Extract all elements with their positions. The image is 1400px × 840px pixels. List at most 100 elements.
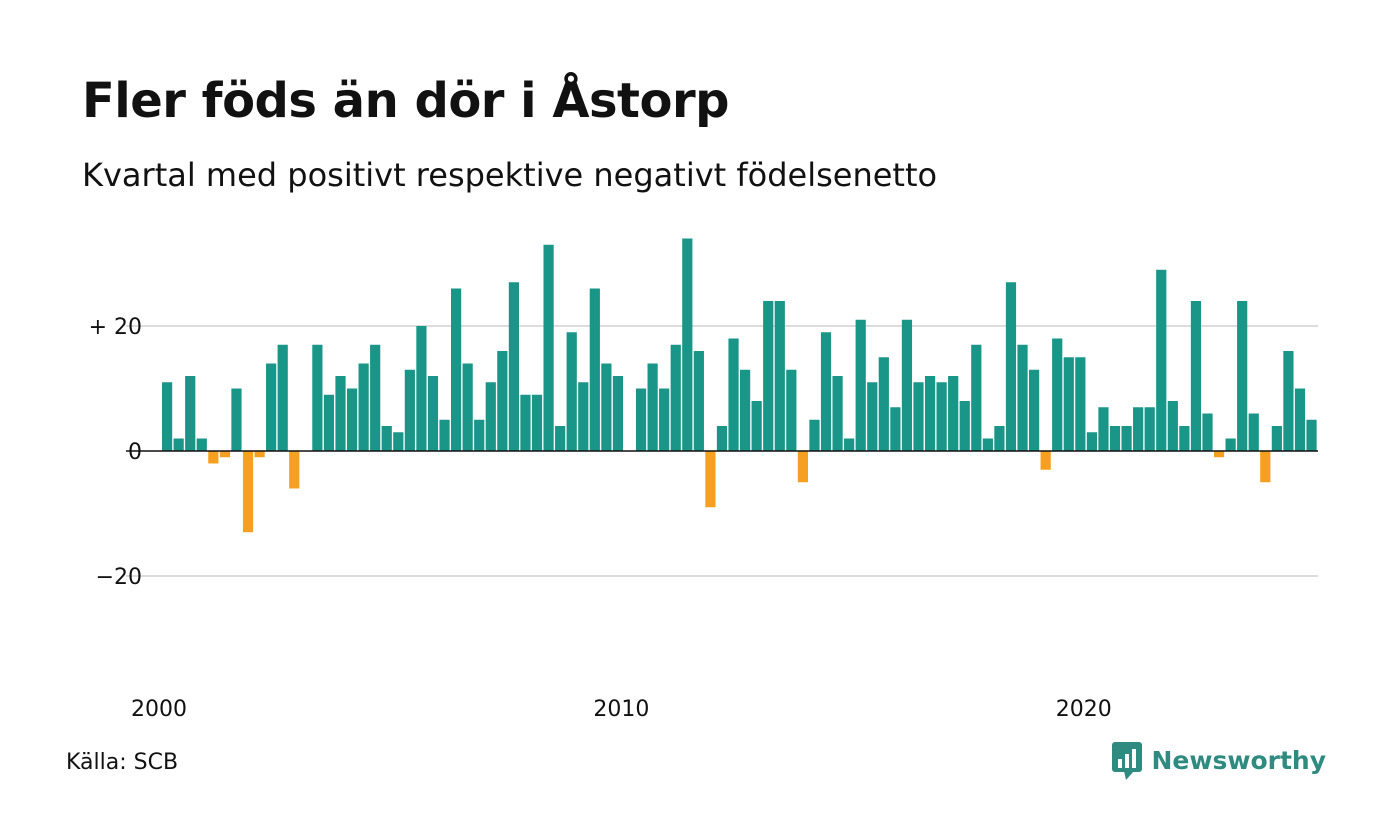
bar <box>1202 413 1213 451</box>
bar <box>959 401 970 451</box>
bar <box>601 363 612 451</box>
bar <box>659 388 670 451</box>
bar <box>994 426 1005 451</box>
bar <box>635 388 647 451</box>
bar <box>289 451 300 489</box>
bar <box>335 376 346 451</box>
bar <box>393 432 404 451</box>
bar <box>1052 338 1063 451</box>
bar <box>578 382 589 451</box>
bar <box>901 319 913 451</box>
bar <box>439 419 450 451</box>
bar <box>763 301 774 451</box>
x-tick-label: 2010 <box>593 697 649 722</box>
bar <box>474 419 485 451</box>
bar <box>647 363 658 451</box>
bar <box>1029 369 1040 451</box>
bar <box>971 344 982 451</box>
bar <box>589 288 600 451</box>
logo-text: Newsworthy <box>1151 746 1327 775</box>
bar <box>1213 451 1225 458</box>
bar <box>1167 401 1178 451</box>
bar <box>844 438 855 451</box>
bar <box>705 451 716 508</box>
bar <box>832 376 843 451</box>
grid-lines <box>126 325 1318 577</box>
bar <box>693 351 704 451</box>
bar <box>485 382 496 451</box>
bar <box>716 426 728 451</box>
bar <box>890 407 901 451</box>
bar <box>555 426 566 451</box>
bar <box>728 338 739 451</box>
bar <box>1306 419 1317 451</box>
bar <box>416 326 427 451</box>
bar <box>185 376 196 451</box>
bar <box>797 451 808 483</box>
bar <box>1271 426 1282 451</box>
x-tick-label: 2020 <box>1056 697 1112 722</box>
bar <box>948 376 959 451</box>
bar <box>1248 413 1259 451</box>
bar <box>1133 407 1144 451</box>
chart-title: Fler föds än dör i Åstorp <box>82 73 730 129</box>
bar <box>809 419 820 451</box>
bar <box>774 301 785 451</box>
bar <box>1144 407 1155 451</box>
bar <box>740 369 751 451</box>
bar <box>1294 388 1306 451</box>
bar <box>1075 357 1086 451</box>
bar <box>520 394 531 451</box>
bar <box>497 351 508 451</box>
bar <box>1237 301 1248 451</box>
bar <box>370 344 381 451</box>
newsworthy-logo: Newsworthy <box>1111 742 1327 780</box>
bar <box>462 363 473 451</box>
bar <box>508 282 519 451</box>
bar <box>231 388 242 451</box>
bar <box>878 357 889 451</box>
chart-subtitle: Kvartal med positivt respektive negativt… <box>82 156 938 194</box>
axes: + 20 0 −20 2000 2010 2020 <box>89 315 1318 722</box>
bar <box>936 382 947 451</box>
bar <box>1109 426 1121 451</box>
bar <box>208 451 219 464</box>
bar <box>531 394 543 451</box>
bar <box>751 401 762 451</box>
bar <box>404 369 415 451</box>
y-tick-label: −20 <box>96 565 142 590</box>
bar <box>1063 357 1074 451</box>
bar <box>820 332 832 451</box>
bar <box>1098 407 1109 451</box>
bar <box>1179 426 1190 451</box>
bar <box>323 394 335 451</box>
bar <box>1225 438 1236 451</box>
bar <box>451 288 462 451</box>
bar <box>1017 344 1028 451</box>
y-tick-label: + 20 <box>89 315 142 340</box>
bar <box>219 451 230 458</box>
bar <box>1283 351 1294 451</box>
bar <box>346 388 358 451</box>
bar <box>254 451 265 458</box>
bar <box>381 426 392 451</box>
bar <box>924 376 936 451</box>
bar <box>913 382 924 451</box>
source-note: Källa: SCB <box>66 750 179 775</box>
bar <box>196 438 207 451</box>
bar <box>867 382 878 451</box>
bar <box>312 344 323 451</box>
x-tick-label: 2000 <box>131 697 187 722</box>
bar <box>1260 451 1271 483</box>
bar <box>786 369 797 451</box>
bar <box>982 438 993 451</box>
y-tick-label: 0 <box>128 440 142 465</box>
bar <box>173 438 184 451</box>
bar <box>1156 269 1167 451</box>
bar <box>242 451 254 533</box>
bar <box>682 238 693 451</box>
bar <box>1121 426 1132 451</box>
chart-bubble-icon <box>1111 742 1142 780</box>
bars <box>162 238 1317 533</box>
